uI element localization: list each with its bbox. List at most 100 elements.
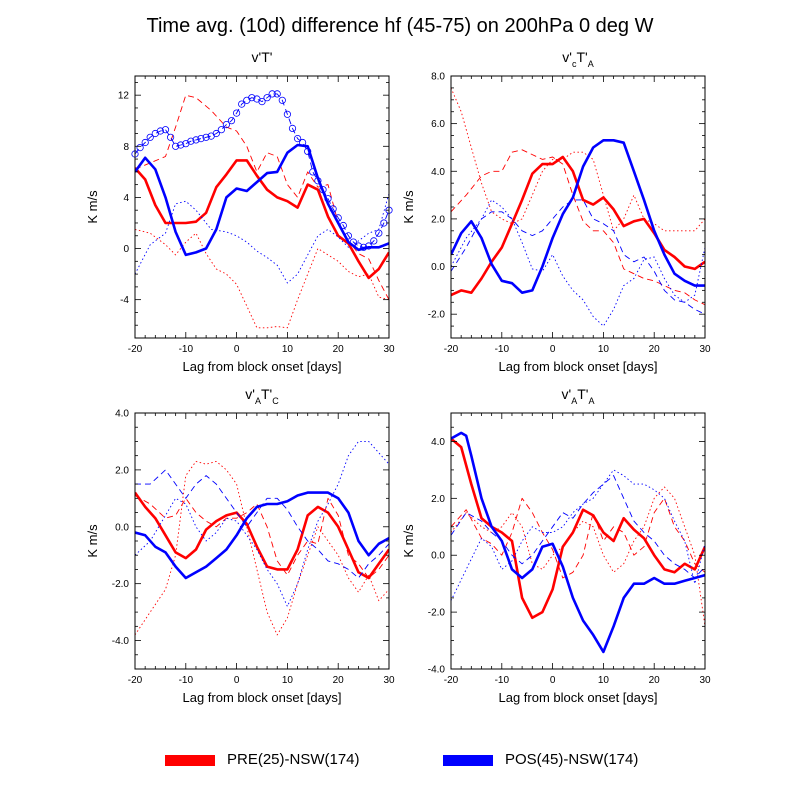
- legend-label-pos: POS(45)-NSW(174): [505, 751, 639, 768]
- series-marker: [238, 100, 246, 108]
- series-marker: [293, 135, 302, 143]
- series-marker: [243, 96, 251, 104]
- series-marker: [212, 129, 220, 138]
- series-marker: [354, 242, 363, 250]
- series-marker: [136, 144, 144, 152]
- y-axis-label: K m/s: [401, 524, 416, 558]
- y-tick-label: 8: [123, 142, 129, 153]
- x-axis-label: Lag from block onset [days]: [499, 690, 658, 705]
- y-tick-label: 4.0: [115, 409, 129, 420]
- series-marker: [298, 138, 307, 147]
- series-line-2-2: [451, 149, 705, 306]
- y-tick-label: -2.0: [428, 608, 446, 619]
- series-line-4-2: [451, 497, 705, 579]
- series-marker: [349, 238, 357, 246]
- x-tick-label: -20: [128, 344, 143, 355]
- series-marker: [304, 147, 312, 155]
- series-line-1-6: [135, 193, 389, 284]
- series-line-4-3: [451, 486, 705, 627]
- series-marker: [263, 94, 271, 102]
- x-tick-label: 0: [234, 344, 240, 355]
- series-line-3-3: [135, 460, 389, 636]
- series-line-1-1: [135, 159, 389, 280]
- series-line-3-2: [135, 495, 389, 579]
- x-tick-label: -20: [444, 344, 459, 355]
- series-marker: [258, 98, 266, 106]
- series-marker: [365, 242, 373, 250]
- series-line-1-3: [135, 228, 389, 329]
- series-line-2-4: [451, 139, 705, 295]
- panel-title: v'T': [252, 49, 273, 65]
- x-tick-label: 30: [699, 675, 711, 686]
- series-marker: [309, 168, 317, 176]
- x-tick-label: -10: [179, 344, 194, 355]
- legend-swatch-pre: [165, 755, 215, 766]
- series-marker: [329, 205, 337, 213]
- series-line-2-6: [451, 199, 705, 327]
- y-tick-label: 8.0: [431, 72, 445, 83]
- x-axis-label: Lag from block onset [days]: [183, 359, 342, 374]
- plot-frame: [134, 412, 390, 670]
- series-line-1-4: [135, 143, 389, 257]
- series-marker: [339, 221, 347, 230]
- legend-label-pre: PRE(25)-NSW(174): [227, 751, 360, 768]
- series-line-3-1: [135, 491, 389, 580]
- legend: PRE(25)-NSW(174) POS(45)-NSW(174): [0, 745, 800, 775]
- x-tick-label: 10: [282, 675, 294, 686]
- main-title: Time avg. (10d) difference hf (45-75) on…: [147, 15, 654, 37]
- y-tick-label: 0.0: [431, 551, 445, 562]
- y-tick-label: -2.0: [428, 310, 446, 321]
- x-tick-label: 20: [649, 344, 661, 355]
- series-marker: [314, 177, 322, 185]
- x-tick-label: -10: [495, 675, 510, 686]
- y-tick-label: 4.0: [431, 167, 445, 178]
- chart-panel-4: -20 -10 0 10 20 30 -4.0 -2.0 0.0 2.0 4.0 Lag from b…: [401, 386, 711, 705]
- legend-swatch-pos: [443, 755, 493, 766]
- series-marker: [192, 136, 200, 144]
- series-line-4-1: [451, 437, 705, 620]
- y-tick-label: 2.0: [115, 465, 129, 476]
- y-tick-label: 0.0: [115, 522, 129, 533]
- series-line-3-6: [135, 440, 389, 607]
- series-marker: [167, 133, 175, 141]
- chart-panel-1: -20 -10 0 10 20 30 -4 0 4 8 12 Lag from block onset…: [85, 49, 395, 374]
- series-marker: [370, 237, 378, 245]
- y-tick-label: -4.0: [428, 665, 446, 676]
- series-marker: [278, 96, 286, 104]
- y-tick-label: 0.0: [431, 262, 445, 273]
- series-line-4-6: [451, 469, 705, 601]
- series-line-2-5: [451, 199, 705, 315]
- x-tick-label: -20: [128, 675, 143, 686]
- plot-frame: [134, 75, 390, 339]
- y-tick-label: -4.0: [112, 636, 130, 647]
- series-marker: [161, 126, 170, 134]
- x-tick-label: -10: [179, 675, 194, 686]
- series-marker: [375, 229, 383, 237]
- series-marker: [324, 195, 332, 203]
- x-tick-label: 0: [550, 675, 556, 686]
- plot-frame: [450, 412, 706, 670]
- series-marker: [334, 214, 342, 222]
- y-tick-label: 4.0: [431, 437, 445, 448]
- x-tick-label: 10: [598, 344, 610, 355]
- series-marker: [217, 126, 225, 134]
- series-marker: [359, 243, 368, 251]
- series-marker: [177, 141, 185, 149]
- panel-title: v'cT'A: [562, 49, 593, 69]
- panels: -20 -10 0 10 20 30 -4 0 4 8 12 Lag from block onset…: [85, 49, 711, 705]
- y-axis-label: K m/s: [401, 190, 416, 224]
- series-marker: [202, 133, 210, 141]
- series-marker: [268, 90, 276, 98]
- series-marker: [283, 110, 291, 118]
- series-marker: [273, 90, 281, 98]
- chart-panel-3: -20 -10 0 10 20 30 -4.0 -2.0 0.0 2.0 4.0 Lag from b…: [85, 386, 395, 705]
- series-marker: [197, 135, 205, 143]
- series-line-3-5: [135, 469, 389, 579]
- series-marker: [227, 117, 236, 125]
- series-marker: [146, 133, 154, 141]
- y-tick-label: -2.0: [112, 579, 130, 590]
- y-tick-label: 2.0: [431, 214, 445, 225]
- series-line-2-1: [451, 155, 705, 297]
- x-tick-label: -10: [495, 344, 510, 355]
